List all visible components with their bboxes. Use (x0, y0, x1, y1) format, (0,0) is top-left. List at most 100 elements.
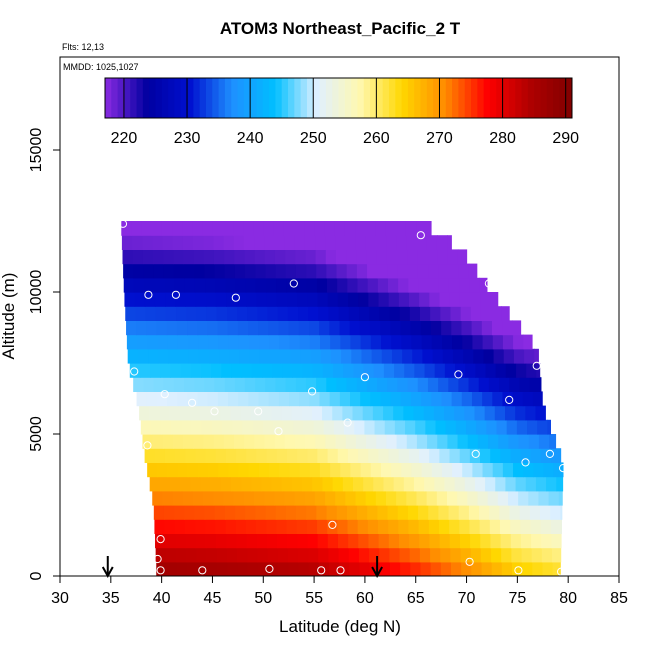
temperature-cell (421, 462, 433, 478)
temperature-cell (206, 547, 218, 563)
temperature-cell (520, 533, 532, 549)
temperature-cell (449, 448, 461, 463)
temperature-cell (175, 547, 187, 563)
temperature-cell (458, 377, 470, 392)
temperature-cell (163, 505, 175, 520)
temperature-cell (330, 334, 341, 350)
temperature-cell (534, 348, 539, 364)
temperature-cell (277, 306, 289, 321)
temperature-cell (316, 263, 327, 279)
temperature-cell (428, 263, 439, 279)
temperature-cell (383, 363, 395, 378)
temperature-cell (204, 377, 216, 392)
colorbar-frame (104, 77, 573, 119)
y-axis-label: Altitude (m) (0, 273, 18, 360)
temperature-cell (150, 363, 161, 378)
temperature-cell (186, 547, 197, 563)
temperature-cell (518, 434, 530, 449)
temperature-cell (444, 405, 455, 421)
temperature-cell (379, 561, 391, 576)
temperature-cell (418, 277, 430, 293)
temperature-cell (239, 348, 251, 364)
temperature-cell (510, 448, 522, 463)
temperature-cell (306, 505, 318, 520)
temperature-cell (500, 533, 512, 549)
temperature-cell (401, 462, 412, 478)
temperature-cell (126, 320, 137, 336)
temperature-cell (339, 391, 351, 407)
temperature-cell (481, 561, 493, 576)
temperature-cell (292, 363, 304, 378)
temperature-cell (149, 405, 161, 421)
temperature-cell (255, 263, 266, 279)
temperature-cell (218, 334, 230, 350)
temperature-cell (316, 377, 327, 392)
temperature-cell (375, 221, 387, 236)
temperature-cell (276, 533, 288, 549)
temperature-cell (183, 249, 195, 265)
temperature-cell (277, 547, 289, 563)
temperature-cell (174, 505, 185, 520)
temperature-cell (548, 490, 560, 506)
temperature-cell (416, 221, 427, 236)
colorbar-segment (508, 78, 516, 118)
colorbar-segment (262, 78, 270, 118)
temperature-cell (148, 348, 159, 364)
temperature-cell (358, 292, 369, 307)
temperature-cell (177, 334, 189, 350)
colorbar-segment (306, 78, 314, 118)
temperature-cell (278, 320, 290, 336)
temperature-cell (407, 377, 419, 392)
temperature-cell (274, 434, 286, 449)
temperature-cell (146, 391, 158, 407)
temperature-cell (393, 476, 405, 492)
flights-label: Flts: 12,13 (62, 42, 104, 52)
temperature-cell (225, 277, 237, 293)
temperature-cell (550, 519, 562, 534)
temperature-cell (518, 490, 529, 506)
temperature-cell (386, 434, 398, 449)
colorbar-segment (370, 78, 377, 118)
temperature-cell (226, 547, 238, 563)
flight-track-point (130, 367, 139, 376)
temperature-cell (380, 462, 392, 478)
temperature-cell (306, 263, 317, 279)
temperature-cell (296, 519, 308, 534)
colorbar-segment (395, 78, 403, 118)
temperature-cell (266, 448, 278, 463)
temperature-cell (170, 363, 182, 378)
temperature-cell (203, 490, 214, 506)
temperature-cell (362, 405, 374, 421)
temperature-cell (449, 533, 461, 549)
temperature-cell (373, 476, 385, 492)
temperature-cell (416, 490, 428, 506)
temperature-cell (447, 235, 452, 250)
temperature-cell (253, 221, 265, 236)
temperature-cell (489, 505, 500, 520)
temperature-cell (337, 277, 348, 293)
temperature-cell (491, 306, 502, 321)
colorbar-segment (388, 78, 396, 118)
temperature-cell (350, 334, 362, 350)
temperature-cell (302, 476, 313, 492)
temperature-cell (153, 249, 164, 265)
colorbar-segment (111, 78, 119, 118)
temperature-cell (368, 448, 379, 463)
temperature-cell (482, 462, 494, 478)
temperature-cell (410, 391, 422, 407)
temperature-cell (265, 505, 277, 520)
temperature-cell (247, 547, 258, 563)
temperature-cell (223, 235, 235, 250)
temperature-cell (452, 348, 464, 364)
temperature-cell (243, 221, 255, 236)
temperature-cell (139, 363, 151, 378)
temperature-cell (295, 377, 307, 392)
colorbar-segment (180, 78, 188, 118)
temperature-cell (167, 391, 178, 407)
temperature-cell (266, 519, 277, 534)
temperature-cell (298, 561, 310, 576)
temperature-cell (550, 505, 561, 520)
temperature-cell (409, 292, 420, 307)
temperature-cell (203, 235, 214, 250)
temperature-cell (470, 533, 481, 549)
